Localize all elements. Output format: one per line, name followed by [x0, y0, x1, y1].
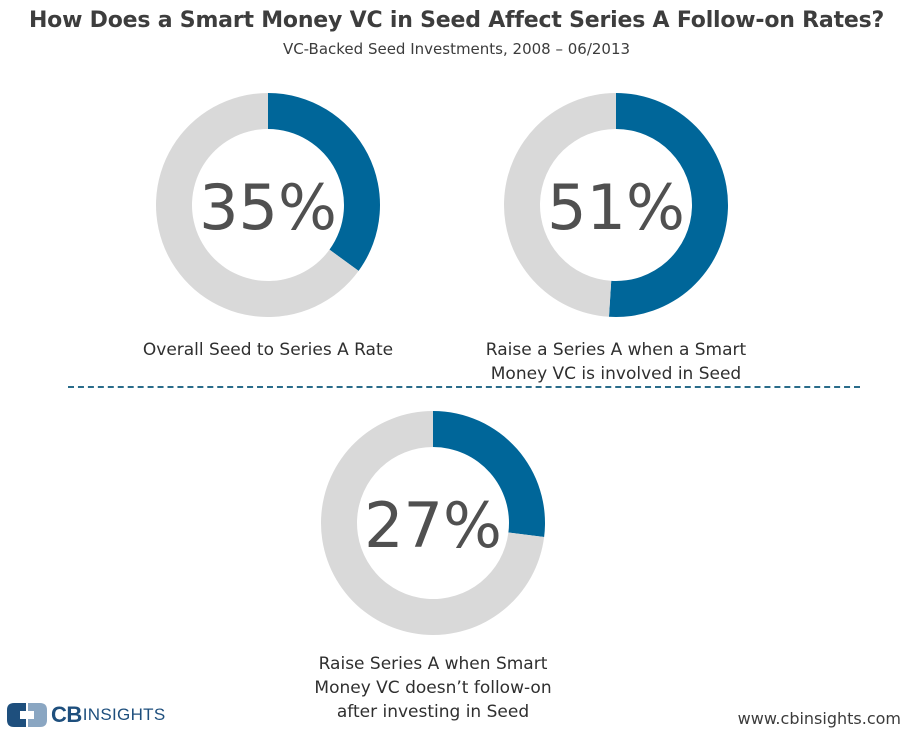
donut-slice-filled — [268, 93, 381, 271]
cb-logo-icon — [7, 703, 47, 727]
donut-chart-no-follow-on: 27% — [321, 411, 545, 635]
donut-label-smart-money-involved: Raise a Series A when a Smart Money VC i… — [485, 340, 747, 384]
donut-chart-smart-money-involved: 51% — [503, 93, 728, 317]
donut-value-label: 35% — [199, 171, 337, 244]
donut-label-no-follow-on: Raise Series A when Smart Money VC doesn… — [314, 654, 552, 722]
chart-title: How Does a Smart Money VC in Seed Affect… — [28, 8, 885, 33]
donut-chart-overall-rate: 35% — [156, 93, 381, 317]
donut-slice-remainder — [503, 93, 616, 317]
donut-value-label: 51% — [547, 171, 685, 244]
chart-subtitle: VC-Backed Seed Investments, 2008 – 06/20… — [282, 40, 631, 58]
logo-text-insights: INSIGHTS — [82, 705, 166, 724]
donut-slice-remainder — [156, 93, 359, 317]
donut-slice-remainder — [321, 411, 545, 635]
cb-insights-logo: CB INSIGHTS — [6, 700, 165, 730]
logo-text-cb: CB — [51, 702, 82, 727]
donut-slice-filled — [433, 411, 545, 538]
donut-slice-filled — [608, 93, 728, 317]
website-url[interactable]: www.cbinsights.com — [737, 709, 901, 728]
dashed-divider — [68, 386, 860, 388]
donut-value-label: 27% — [364, 489, 502, 562]
donut-label-overall-rate: Overall Seed to Series A Rate — [142, 340, 394, 360]
